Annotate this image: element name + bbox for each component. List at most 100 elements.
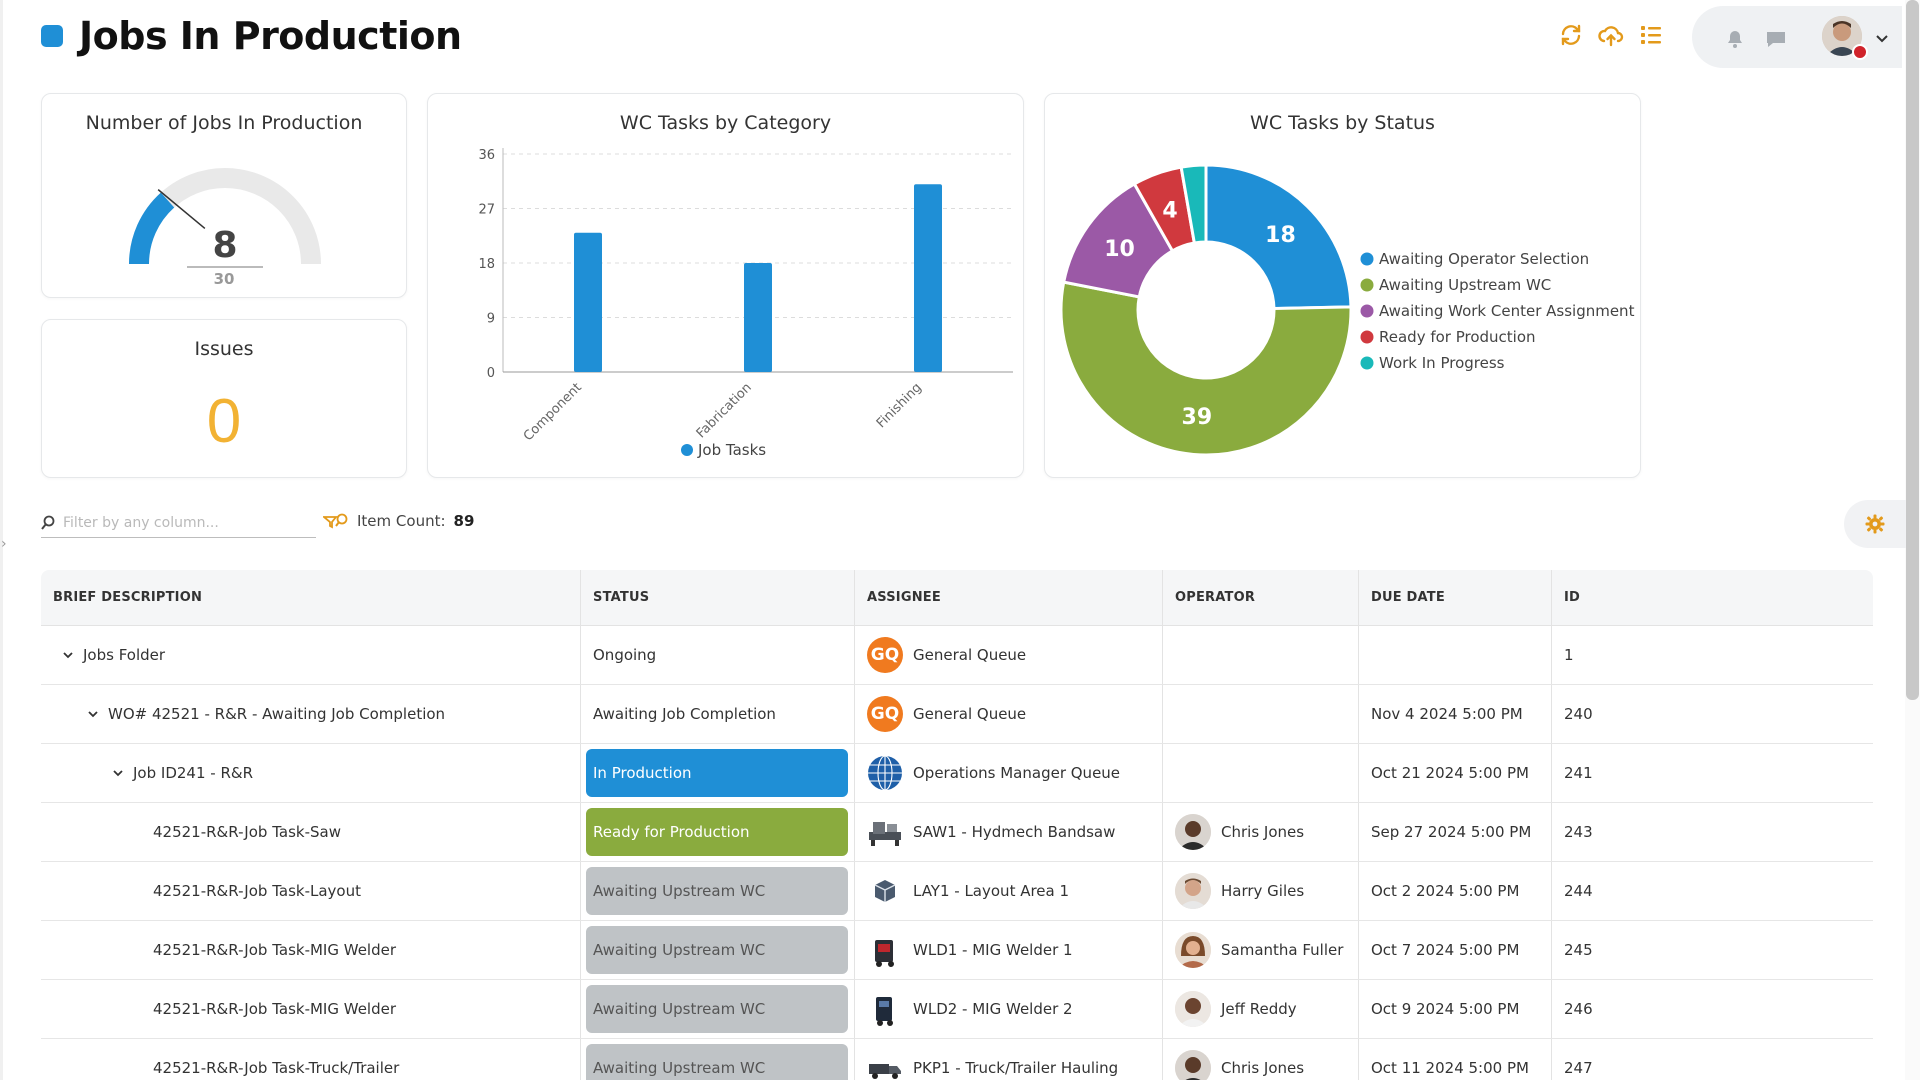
legend-marker: [1360, 356, 1374, 370]
operator-text: Chris Jones: [1221, 823, 1305, 841]
table-row[interactable]: Jobs Folder Ongoing GQ General Queue 1: [41, 626, 1873, 685]
donut-slice: [1204, 163, 1353, 311]
header-tools: [1558, 22, 1664, 48]
description-cell: Job ID241 - R&R: [41, 744, 581, 802]
id-cell: 246: [1564, 1000, 1593, 1018]
title-wrap: Jobs In Production: [41, 14, 462, 58]
assignee-text: LAY1 - Layout Area 1: [913, 882, 1070, 900]
description-cell: Jobs Folder: [41, 626, 581, 684]
id-cell: 1: [1564, 646, 1574, 664]
id-cell: 240: [1564, 705, 1593, 723]
col-assignee[interactable]: ASSIGNEE: [855, 570, 1163, 625]
gauge-fill: [129, 192, 175, 265]
jobs-table: BRIEF DESCRIPTION STATUS ASSIGNEE OPERAT…: [41, 570, 1873, 1080]
operator-avatar: [1175, 932, 1211, 968]
operator-cell: Harry Giles: [1163, 862, 1359, 920]
filter-search-icon[interactable]: [323, 512, 349, 530]
id-cell: 244: [1564, 882, 1593, 900]
id-cell: 245: [1564, 941, 1593, 959]
slice-label: 10: [1104, 237, 1135, 262]
assignee-cell: SAW1 - Hydmech Bandsaw: [855, 803, 1163, 861]
filter-input[interactable]: [63, 514, 303, 531]
chevron-down-icon[interactable]: [1872, 28, 1892, 48]
operator-cell: [1163, 685, 1359, 743]
col-operator[interactable]: OPERATOR: [1163, 570, 1359, 625]
table-row[interactable]: 42521-R&R-Job Task-MIG Welder Awaiting U…: [41, 921, 1873, 980]
welder-icon: [867, 932, 903, 968]
status-badge-awaiting[interactable]: Awaiting Upstream WC: [586, 985, 848, 1033]
description-cell: 42521-R&R-Job Task-MIG Welder: [41, 980, 581, 1038]
gauge-card-title: Number of Jobs In Production: [85, 112, 363, 134]
assignee-cell: Operations Manager Queue: [855, 744, 1163, 802]
scrollbar-thumb[interactable]: [1906, 0, 1919, 700]
slice-label: 39: [1182, 405, 1213, 430]
issues-value: 0: [206, 387, 242, 456]
id-cell: 243: [1564, 823, 1593, 841]
general-queue-icon: GQ: [867, 696, 903, 732]
assignee-cell: GQ General Queue: [855, 685, 1163, 743]
truck-icon: [867, 1050, 903, 1080]
item-count-value: 89: [453, 512, 475, 530]
donut-slice: [1179, 163, 1208, 245]
chevron-down-icon[interactable]: [59, 646, 77, 664]
description-cell: 42521-R&R-Job Task-Saw: [41, 803, 581, 861]
table-row[interactable]: Job ID241 - R&R In Production Operations…: [41, 744, 1873, 803]
y-tick-label: 18: [478, 257, 495, 272]
assignee-text: General Queue: [913, 705, 1027, 723]
table-row[interactable]: WO# 42521 - R&R - Awaiting Job Completio…: [41, 685, 1873, 744]
chat-icon[interactable]: [1765, 28, 1787, 50]
table-row[interactable]: 42521-R&R-Job Task-MIG Welder Awaiting U…: [41, 980, 1873, 1039]
status-badge-awaiting[interactable]: Awaiting Upstream WC: [586, 926, 848, 974]
globe-icon: [867, 755, 903, 791]
col-due-date[interactable]: DUE DATE: [1359, 570, 1552, 625]
col-id[interactable]: ID: [1564, 590, 1581, 605]
description-text: 42521-R&R-Job Task-MIG Welder: [153, 941, 397, 959]
operator-cell: [1163, 626, 1359, 684]
slice-label: 4: [1162, 199, 1177, 224]
status-cell: Awaiting Job Completion: [581, 685, 855, 743]
jobs-gauge-card: Number of Jobs In Production 8 30: [41, 93, 407, 298]
table-row[interactable]: 42521-R&R-Job Task-Saw Ready for Product…: [41, 803, 1873, 862]
expand-sidebar-icon[interactable]: ›: [1, 536, 7, 552]
title-accent-square: [41, 25, 63, 47]
due-date-cell: Oct 7 2024 5:00 PM: [1359, 921, 1552, 979]
due-date-cell: Oct 2 2024 5:00 PM: [1359, 862, 1552, 920]
operator-text: Harry Giles: [1221, 882, 1305, 900]
chevron-down-icon[interactable]: [84, 705, 102, 723]
status-badge-ready[interactable]: Ready for Production: [586, 808, 848, 856]
operator-cell: Jeff Reddy: [1163, 980, 1359, 1038]
description-text: 42521-R&R-Job Task-Saw: [153, 823, 341, 841]
status-chart-card: WC Tasks by Status 18 39 10 4 Awaiting Opera…: [1044, 93, 1641, 478]
table-row[interactable]: 42521-R&R-Job Task-Layout Awaiting Upstr…: [41, 862, 1873, 921]
table-header: BRIEF DESCRIPTION STATUS ASSIGNEE OPERAT…: [41, 570, 1873, 626]
legend-label: Job Tasks: [697, 441, 766, 459]
legend-marker: [681, 444, 693, 456]
issues-card: Issues 0: [41, 319, 407, 478]
legend-marker: [1360, 278, 1374, 292]
col-brief-description[interactable]: BRIEF DESCRIPTION: [41, 570, 581, 625]
y-tick-label: 0: [487, 366, 495, 381]
id-cell: 241: [1564, 764, 1593, 782]
legend-label: Awaiting Operator Selection: [1379, 250, 1589, 268]
status-badge-awaiting[interactable]: Awaiting Upstream WC: [586, 1044, 848, 1080]
legend-label: Awaiting Work Center Assignment: [1379, 302, 1635, 320]
col-status[interactable]: STATUS: [581, 570, 855, 625]
bell-icon[interactable]: [1724, 28, 1746, 50]
refresh-icon[interactable]: [1558, 22, 1584, 48]
chevron-down-icon[interactable]: [109, 764, 127, 782]
operator-cell: Samantha Fuller: [1163, 921, 1359, 979]
operator-text: Jeff Reddy: [1221, 1000, 1297, 1018]
operator-avatar: [1175, 991, 1211, 1027]
status-badge-awaiting[interactable]: Awaiting Upstream WC: [586, 867, 848, 915]
table-row[interactable]: 42521-R&R-Job Task-Truck/Trailer Awaitin…: [41, 1039, 1873, 1080]
due-date-cell: Sep 27 2024 5:00 PM: [1359, 803, 1552, 861]
due-date-cell: Oct 21 2024 5:00 PM: [1359, 744, 1552, 802]
assignee-cell: GQ General Queue: [855, 626, 1163, 684]
operator-avatar: [1175, 814, 1211, 850]
settings-button[interactable]: [1844, 500, 1906, 548]
cloud-upload-icon[interactable]: [1598, 22, 1624, 48]
status-badge-in-production[interactable]: In Production: [586, 749, 848, 797]
category-chart-title: WC Tasks by Category: [619, 112, 832, 134]
description-text: 42521-R&R-Job Task-Layout: [153, 882, 361, 900]
list-icon[interactable]: [1638, 22, 1664, 48]
